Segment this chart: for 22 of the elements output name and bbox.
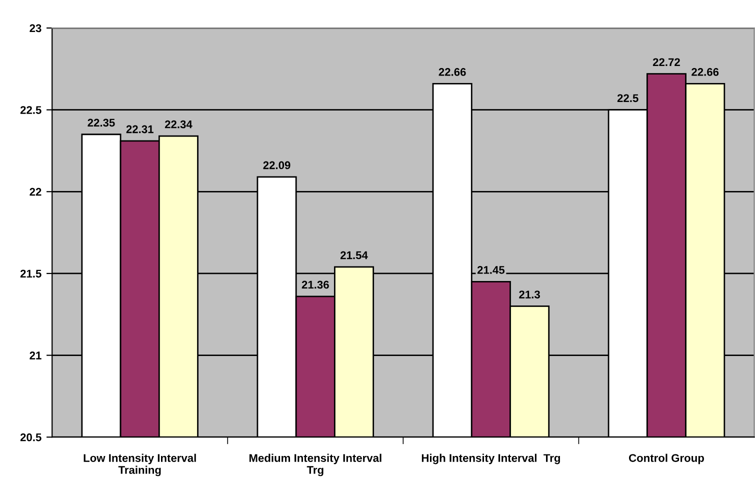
- x-tick-label: Low Intensity Interval Training: [84, 454, 196, 476]
- y-tick-label: 21.5: [20, 270, 42, 278]
- y-tick-label: 22: [30, 188, 42, 196]
- x-tick-label: Control Group: [628, 454, 704, 464]
- data-label: 22.72: [652, 58, 680, 66]
- data-label: 22.31: [126, 125, 154, 134]
- data-label: 22.66: [692, 68, 719, 76]
- data-label: 22.34: [164, 120, 192, 128]
- data-label: 21.36: [302, 280, 329, 289]
- data-label: 21.54: [340, 251, 368, 260]
- y-tick-label: 21: [30, 352, 42, 360]
- y-tick-label: 23: [30, 24, 42, 32]
- y-tick-label: 20.5: [20, 433, 42, 442]
- x-tick-label: High Intensity Interval Trg: [422, 454, 560, 464]
- data-label: 21.3: [519, 290, 540, 298]
- data-label: 21.45: [477, 266, 505, 274]
- x-tick-label: Medium Intensity Interval Trg: [249, 454, 382, 476]
- data-label: 22.09: [263, 161, 290, 170]
- data-label: 22.35: [88, 118, 115, 127]
- y-tick-label: 22.5: [20, 106, 42, 114]
- data-label: 22.66: [438, 68, 466, 76]
- data-label: 22.5: [617, 94, 638, 102]
